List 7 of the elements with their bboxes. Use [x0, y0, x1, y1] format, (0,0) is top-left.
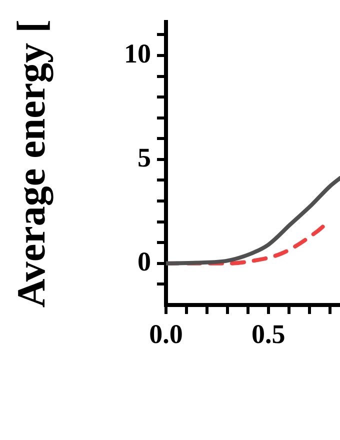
line-series [166, 176, 340, 266]
y-tick-label: 5 [138, 142, 151, 172]
y-axis-title: Average energy [ [8, 20, 54, 308]
y-tick-label: 0 [138, 246, 151, 276]
x-tick-label: 0.5 [251, 319, 286, 350]
y-tick-label: 10 [124, 38, 151, 68]
x-tick-label: 0.0 [149, 319, 183, 350]
